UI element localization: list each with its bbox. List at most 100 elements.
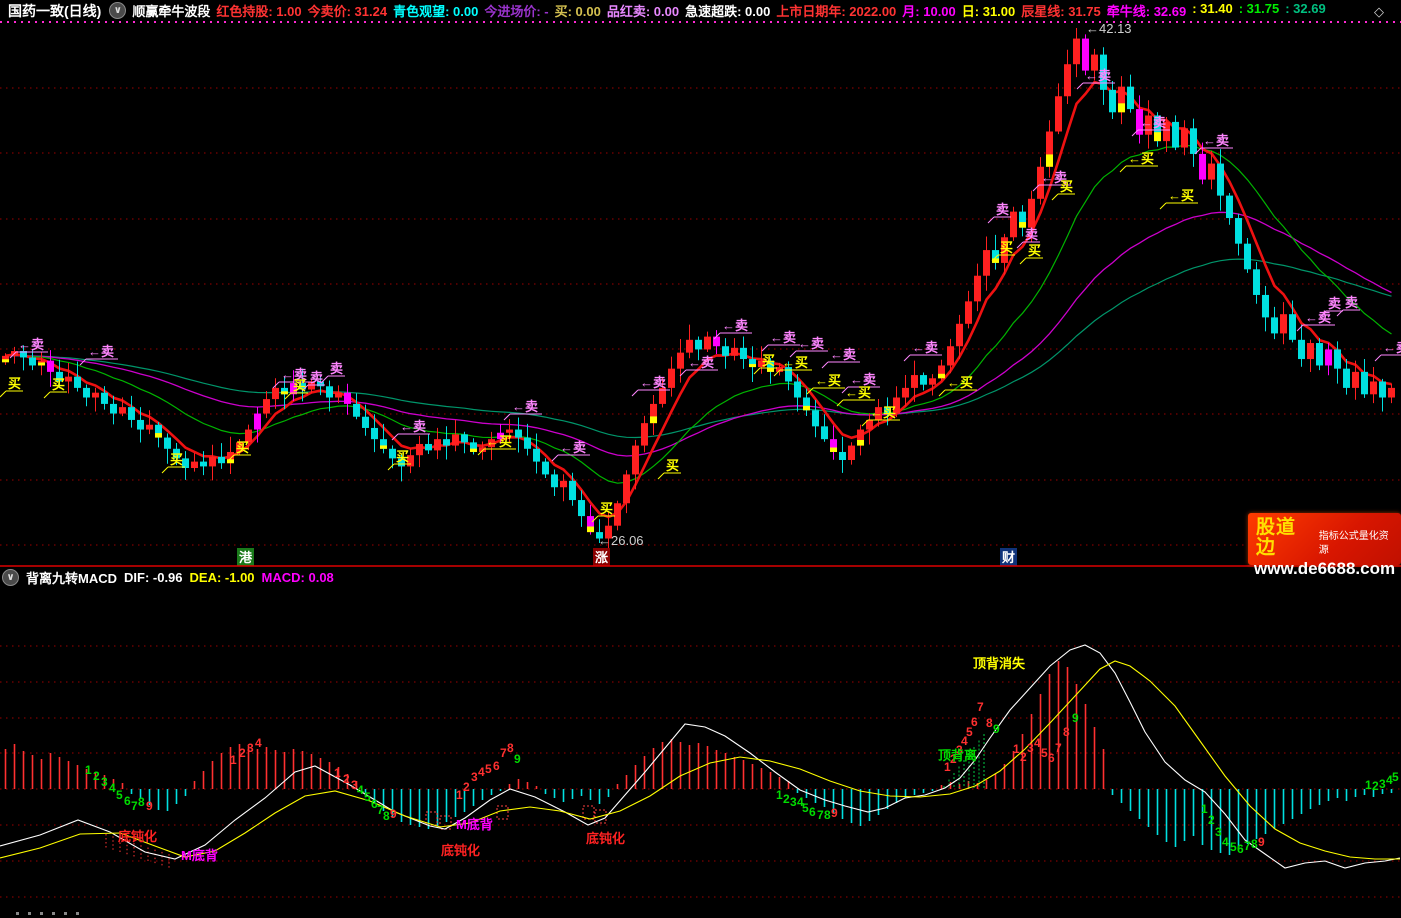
candle-body (857, 429, 864, 446)
buy-marker: 买 (293, 378, 306, 393)
sell-marker-tick (789, 350, 797, 358)
sell-marker: ←卖 (912, 340, 938, 355)
buy-marker: 买 (1028, 243, 1041, 258)
slow-teal-ma (5, 258, 1392, 439)
macd-annotation: 底钝化 (441, 843, 480, 858)
nine-turn-number: 7 (1244, 839, 1251, 853)
candle-body (830, 439, 837, 452)
param-value: DIF: -0.96 (124, 570, 183, 585)
param-value: : 31.75 (1238, 1, 1280, 16)
macd-annotation: 顶背离 (938, 748, 977, 763)
buy-signal-paint (1046, 154, 1053, 167)
candle-body (1298, 339, 1305, 360)
candle-body (281, 387, 288, 395)
divergence-box (425, 811, 438, 826)
buy-marker: ←买 (1128, 151, 1154, 166)
param-value: MACD: 0.08 (261, 570, 334, 585)
candle-body (1199, 153, 1206, 180)
candle-body (821, 426, 828, 440)
buy-marker: 买 (8, 376, 21, 391)
sell-marker: ←卖 (512, 399, 538, 414)
nine-turn-number: 9 (390, 807, 397, 821)
green-ma (5, 144, 1392, 484)
candle-body (875, 407, 882, 420)
nine-turn-number: 6 (809, 805, 816, 819)
candle-body (641, 423, 648, 446)
diamond-icon[interactable]: ◇ (1374, 4, 1384, 19)
nine-turn-number: 3 (1027, 741, 1034, 755)
candle-body (731, 347, 738, 356)
nine-turn-number: 1 (1365, 778, 1372, 792)
candle-body (749, 359, 756, 368)
candle-body (974, 275, 981, 302)
candle-body (785, 367, 792, 382)
sell-marker-tick (1194, 147, 1202, 155)
candle-body (1064, 64, 1071, 97)
sell-marker-tick (503, 413, 511, 421)
magenta-dotted-separator (0, 21, 1401, 23)
candle-body (1307, 343, 1314, 360)
candle-body (551, 474, 558, 488)
candle-body (686, 339, 693, 353)
candle-body (1082, 38, 1089, 71)
candle-body (470, 442, 477, 452)
nine-turn-number: 4 (1222, 835, 1229, 849)
buy-signal-paint (227, 459, 234, 464)
nine-turn-number: 7 (131, 799, 138, 813)
sell-marker: ←卖 (688, 355, 714, 370)
candle-body (56, 371, 63, 382)
chevron-down-icon[interactable]: ∨ (2, 569, 19, 586)
buy-signal-paint (281, 391, 288, 395)
sell-marker: ←卖 (770, 330, 796, 345)
candle-body (1190, 128, 1197, 154)
sell-marker-tick (821, 361, 829, 369)
sell-marker: ←卖 (88, 344, 114, 359)
buy-marker-tick (938, 389, 946, 397)
candle-body (128, 407, 135, 420)
candle-body (866, 419, 873, 430)
candle-body (1046, 131, 1053, 167)
candle-body (1028, 198, 1035, 228)
sell-marker: ←卖 (1041, 170, 1067, 185)
nine-turn-number: 5 (966, 725, 973, 739)
buy-signal-paint (155, 433, 162, 438)
sell-marker-tick (391, 433, 399, 441)
nine-turn-number: 8 (138, 795, 145, 809)
param-value: 日: 31.00 (961, 4, 1016, 19)
candle-body (1010, 211, 1017, 238)
chevron-down-icon[interactable]: ∨ (109, 2, 127, 19)
candle-body (2, 355, 9, 363)
candle-body (263, 399, 270, 414)
nine-turn-number: 1 (776, 788, 783, 802)
candle-body (173, 448, 180, 459)
candle-body (1370, 381, 1377, 395)
candle-body (272, 387, 279, 400)
param-value: 牵牛线: 32.69 (1106, 4, 1187, 19)
nine-turn-number: 9 (1258, 835, 1265, 849)
nine-turn-number: 1 (334, 766, 341, 780)
candle-body (209, 456, 216, 467)
candle-body (290, 383, 297, 395)
dea-line (0, 660, 1400, 860)
stamp-box (593, 548, 610, 566)
watermark-ad[interactable]: 股道边 指标公式量化资源 www.de6688.com (1248, 513, 1401, 578)
nine-turn-number: 9 (146, 799, 153, 813)
candle-body (200, 461, 207, 467)
buy-signal-paint (749, 364, 756, 368)
nine-turn-number: 4 (1386, 773, 1393, 787)
buy-marker-tick (284, 392, 292, 400)
sell-marker-tick (1374, 354, 1382, 362)
sell-marker-tick (903, 354, 911, 362)
sell-marker: ←卖 (722, 318, 748, 333)
candle-body (362, 416, 369, 428)
price-label: ←26.06 (598, 533, 644, 548)
candle-body (965, 301, 972, 324)
buy-marker-tick (591, 515, 599, 523)
sell-marker: 卖 (330, 361, 343, 376)
candle-body (542, 461, 549, 475)
candle-body (623, 474, 630, 504)
price-label: ←42.13 (1086, 21, 1132, 36)
watermark-url[interactable]: www.de6688.com (1254, 559, 1396, 578)
sell-marker-tick (1016, 241, 1024, 249)
